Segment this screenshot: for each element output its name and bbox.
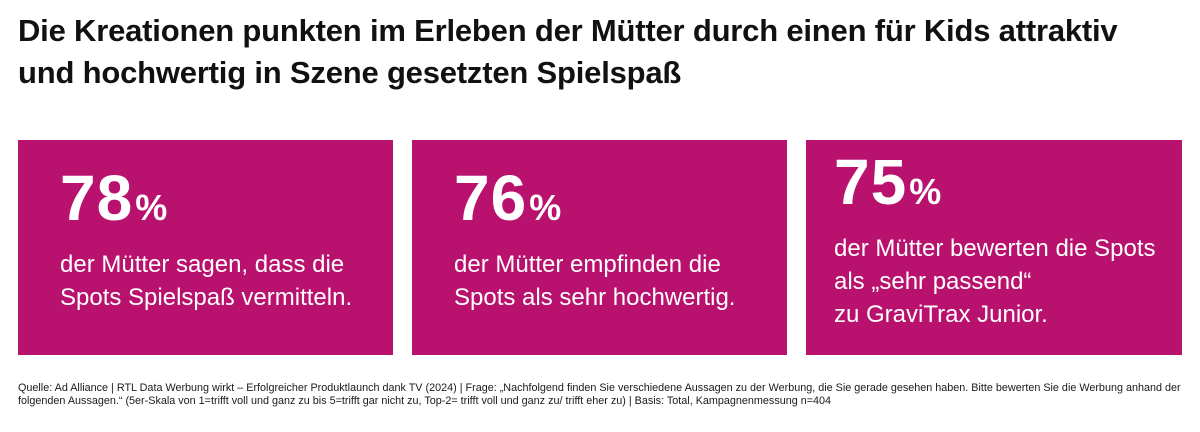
stat-value: 75% (834, 146, 941, 218)
stat-card-hochwertig: 76% der Mütter empfinden die Spots als s… (412, 140, 787, 355)
stat-value: 76% (454, 162, 561, 234)
stat-number: 76 (454, 162, 528, 234)
stat-number: 78 (60, 162, 134, 234)
stat-description-line: als „sehr passend“ (834, 268, 1032, 295)
stat-description-line: der Mütter bewerten die Spots (834, 235, 1156, 262)
stat-description-line: der Mütter empfinden die (454, 251, 721, 278)
stat-description: der Mütter sagen, dass die Spots Spielsp… (60, 248, 380, 314)
stat-description: der Mütter bewerten die Spots als „sehr … (834, 232, 1174, 331)
stat-value: 78% (60, 162, 167, 234)
stat-description: der Mütter empfinden die Spots als sehr … (454, 248, 774, 314)
stat-unit: % (135, 187, 168, 228)
page-title: Die Kreationen punkten im Erleben der Mü… (18, 13, 1118, 90)
stat-number: 75 (834, 146, 908, 218)
stat-card-spielspass: 78% der Mütter sagen, dass die Spots Spi… (18, 140, 393, 355)
stat-description-line: Spots Spielspaß vermitteln. (60, 284, 353, 311)
stat-card-passend: 75% der Mütter bewerten die Spots als „s… (806, 140, 1182, 355)
stat-description-line: zu GraviTrax Junior. (834, 301, 1048, 328)
stat-unit: % (529, 187, 562, 228)
stat-description-line: Spots als sehr hochwertig. (454, 284, 736, 311)
source-footnote: Quelle: Ad Alliance | RTL Data Werbung w… (18, 382, 1181, 407)
stat-description-line: der Mütter sagen, dass die (60, 251, 345, 278)
stat-unit: % (909, 171, 942, 212)
